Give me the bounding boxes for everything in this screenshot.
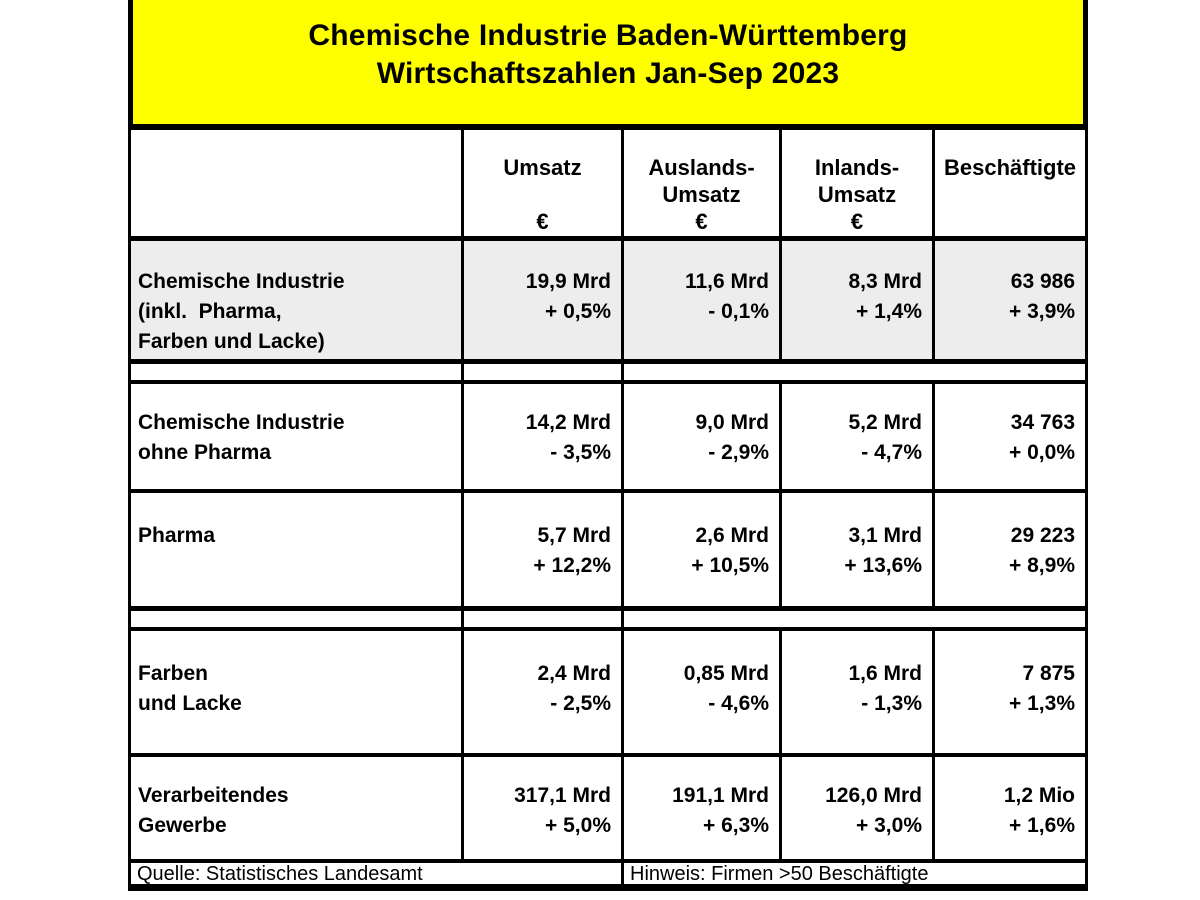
spacer-cell xyxy=(131,611,464,627)
row-label: Chemische Industrie ohne Pharma xyxy=(131,384,464,489)
value-inlands-umsatz: 5,2 Mrd - 4,7% xyxy=(782,384,935,489)
spacer-cell-merged xyxy=(624,364,1085,380)
value-inlands-umsatz: 8,3 Mrd + 1,4% xyxy=(782,241,935,359)
header-row-label-cell xyxy=(131,130,464,236)
footer-source: Quelle: Statistisches Landesamt xyxy=(131,863,624,884)
table-row-chemische-industrie-gesamt: Chemische Industrie (inkl. Pharma, Farbe… xyxy=(131,236,1085,359)
footer-note: Hinweis: Firmen >50 Beschäftigte xyxy=(630,863,929,884)
report-sheet: Chemische Industrie Baden-Württemberg Wi… xyxy=(128,0,1088,891)
row-label: Verarbeitendes Gewerbe xyxy=(131,757,464,859)
value-inlands-umsatz: 3,1 Mrd + 13,6% xyxy=(782,493,935,606)
row-label: Pharma xyxy=(131,493,464,606)
spacer-cell-merged xyxy=(624,611,1085,627)
column-header-beschaeftigte: Beschäftigte xyxy=(943,155,1077,180)
column-header-inlands-umsatz: Inlands- Umsatz € xyxy=(782,130,935,236)
value-auslands-umsatz: 0,85 Mrd - 4,6% xyxy=(624,631,782,753)
table-footer-row: Quelle: Statistisches Landesamt Hinweis:… xyxy=(131,859,1085,884)
table-row-chemische-industrie-ohne-pharma: Chemische Industrie ohne Pharma 14,2 Mrd… xyxy=(131,384,1085,489)
table-row-pharma: Pharma 5,7 Mrd + 12,2% 2,6 Mrd + 10,5% 3… xyxy=(131,489,1085,606)
spacer-row xyxy=(131,359,1085,384)
table-row-verarbeitendes-gewerbe: Verarbeitendes Gewerbe 317,1 Mrd + 5,0% … xyxy=(131,753,1085,859)
value-beschaeftigte: 1,2 Mio + 1,6% xyxy=(1003,784,1075,837)
table-row-farben-und-lacke: Farben und Lacke 2,4 Mrd - 2,5% 0,85 Mrd… xyxy=(131,631,1085,753)
value-inlands-umsatz: 1,6 Mrd - 1,3% xyxy=(782,631,935,753)
spacer-cell xyxy=(464,611,624,627)
spacer-cell xyxy=(464,364,624,380)
value-umsatz: 2,4 Mrd - 2,5% xyxy=(464,631,624,753)
value-beschaeftigte: 29 223 + 8,9% xyxy=(1009,524,1075,577)
value-umsatz: 14,2 Mrd - 3,5% xyxy=(464,384,624,489)
spacer-row xyxy=(131,606,1085,631)
value-beschaeftigte: 63 986 + 3,9% xyxy=(935,241,1085,359)
value-beschaeftigte: 7 875 + 1,3% xyxy=(1009,662,1075,715)
spacer-cell xyxy=(131,364,464,380)
value-auslands-umsatz: 11,6 Mrd - 0,1% xyxy=(624,241,782,359)
column-header-umsatz: Umsatz € xyxy=(464,130,624,236)
value-auslands-umsatz: 9,0 Mrd - 2,9% xyxy=(624,384,782,489)
value-auslands-umsatz: 2,6 Mrd + 10,5% xyxy=(624,493,782,606)
value-inlands-umsatz: 126,0 Mrd + 3,0% xyxy=(782,757,935,859)
title-banner: Chemische Industrie Baden-Württemberg Wi… xyxy=(128,0,1088,130)
value-umsatz: 19,9 Mrd + 0,5% xyxy=(464,241,624,359)
value-umsatz: 317,1 Mrd + 5,0% xyxy=(464,757,624,859)
row-label: Farben und Lacke xyxy=(131,631,464,753)
data-table: Umsatz € Auslands- Umsatz € Inlands- Ums… xyxy=(128,130,1088,891)
value-beschaeftigte: 34 763 + 0,0% xyxy=(1009,411,1075,464)
title-line-1: Chemische Industrie Baden-Württemberg xyxy=(308,19,908,52)
row-label: Chemische Industrie (inkl. Pharma, Farbe… xyxy=(131,241,464,359)
column-header-auslands-umsatz: Auslands- Umsatz € xyxy=(624,130,782,236)
table-header-row: Umsatz € Auslands- Umsatz € Inlands- Ums… xyxy=(131,130,1085,236)
value-umsatz: 5,7 Mrd + 12,2% xyxy=(464,493,624,606)
title-line-2: Wirtschaftszahlen Jan-Sep 2023 xyxy=(376,57,840,90)
value-auslands-umsatz: 191,1 Mrd + 6,3% xyxy=(624,757,782,859)
